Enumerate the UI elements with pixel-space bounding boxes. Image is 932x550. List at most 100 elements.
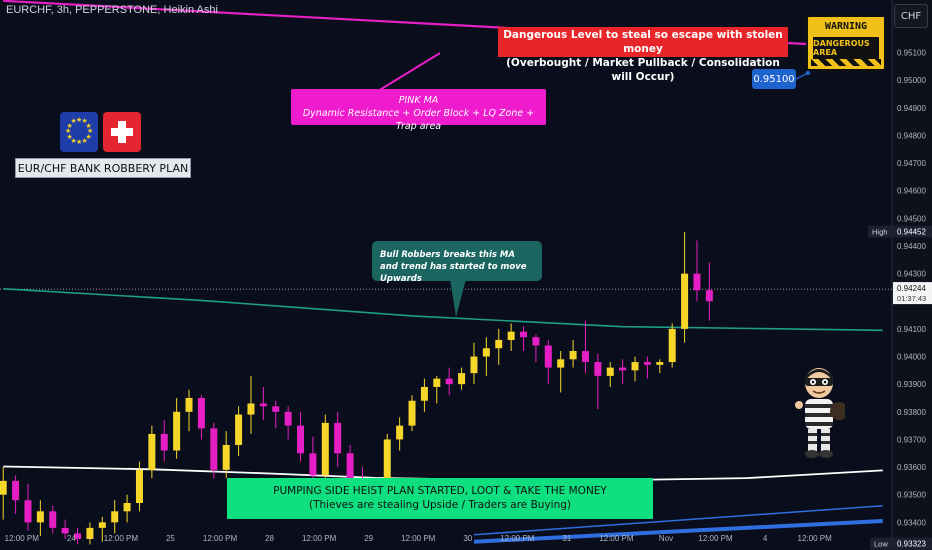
target-price-label: 0.95100 <box>752 69 796 89</box>
y-tick-label: 0.93800 <box>897 408 926 417</box>
candle-bull <box>396 417 404 451</box>
eu-star-icon: ★ <box>81 136 88 145</box>
candle-bear <box>594 353 602 410</box>
candle-bull <box>123 494 131 523</box>
candle-body <box>49 511 57 528</box>
candle-bear <box>284 406 292 440</box>
candle-body <box>135 469 143 504</box>
x-tick-label: 12:00 PM <box>698 534 733 543</box>
candle-bull <box>148 425 156 479</box>
candle-bull <box>86 522 94 545</box>
candle-bear <box>24 483 32 531</box>
y-tick-label: 0.94300 <box>897 270 926 279</box>
candle-bull <box>0 467 7 520</box>
warning-connector-dot <box>805 70 811 76</box>
candle-body <box>334 422 342 454</box>
candle-bull <box>668 323 676 368</box>
candle-body <box>557 359 565 368</box>
candle-bear <box>544 339 552 385</box>
candle-body <box>619 367 627 371</box>
x-tick-label: 12:00 PM <box>500 534 535 543</box>
eu-star-icon: ★ <box>85 121 92 130</box>
candle-body <box>681 273 689 329</box>
candle-bear <box>581 320 589 374</box>
candle-body <box>185 397 193 412</box>
candle-body <box>210 428 218 470</box>
candle-bear <box>643 356 651 379</box>
candle-body <box>693 273 701 291</box>
x-tick-label: 25 <box>166 534 175 543</box>
candle-body <box>297 425 305 454</box>
candle-bull <box>321 414 329 481</box>
candle-body <box>247 403 255 415</box>
candle-body <box>643 362 651 365</box>
candle-body <box>420 386 428 401</box>
candle-bear <box>272 400 280 429</box>
low-label: Low <box>874 540 888 549</box>
candle-body <box>396 425 404 440</box>
bull-note-line-1: Bull Robbers breaks this MA <box>380 250 515 260</box>
bull-robbers-callout: Bull Robbers breaks this MA and trend ha… <box>372 241 542 284</box>
candle-body <box>544 345 552 368</box>
candle-bull <box>569 339 577 368</box>
candle-body <box>656 362 664 365</box>
candle-bull <box>557 351 565 393</box>
candle-bear <box>619 359 627 385</box>
candle-bull <box>111 500 119 534</box>
candle-bull <box>420 378 428 412</box>
x-tick-label: 29 <box>364 534 373 543</box>
candle-bull <box>235 406 243 457</box>
candle-bull <box>681 232 689 343</box>
x-tick-label: Nov <box>659 534 673 543</box>
pink-ma-desc: Dynamic Resistance + Order Block + LQ Zo… <box>302 108 535 132</box>
candle-bear <box>210 422 218 479</box>
candle-body <box>668 328 676 363</box>
candle-bull <box>458 367 466 390</box>
candle-bear <box>74 527 82 545</box>
y-tick-label: 0.94000 <box>897 353 926 362</box>
low-value-tag <box>893 537 932 550</box>
candle-bull <box>507 323 515 352</box>
hazard-stripe <box>811 59 881 66</box>
heist-plan-callout: PUMPING SIDE HEIST PLAN STARTED, LOOT & … <box>227 478 653 519</box>
eu-star-icon: ★ <box>87 127 94 135</box>
candle-body <box>98 522 106 528</box>
low-value-label: 0.93323 <box>897 540 926 549</box>
candle-body <box>569 351 577 360</box>
candle-body <box>482 348 490 357</box>
flags-group: ★ ★ ★ ★ ★ ★ ★ ★ ★ ★ ★ ★ <box>60 112 141 156</box>
candle-bear <box>259 386 267 421</box>
candle-bear <box>445 367 453 396</box>
warning-title: WARNING <box>824 21 868 32</box>
current-price-tag <box>893 282 932 305</box>
currency-button[interactable]: CHF <box>894 4 928 28</box>
candle-body <box>284 411 292 426</box>
candle-body <box>173 411 181 451</box>
high-value-label: 0.94452 <box>897 228 926 237</box>
eu-star-icon: ★ <box>66 132 73 141</box>
candle-body <box>581 351 589 363</box>
x-tick-label: 31 <box>562 534 571 543</box>
eu-star-icon: ★ <box>70 117 77 126</box>
candle-bull <box>408 395 416 432</box>
candle-body <box>346 453 354 479</box>
countdown-label: 01:37:43 <box>897 294 926 303</box>
x-tick-label: 12:00 PM <box>599 534 634 543</box>
high-label: High <box>872 228 887 237</box>
candle-bull <box>482 337 490 376</box>
candle-body <box>594 362 602 376</box>
candle-body <box>0 480 7 495</box>
candle-bull <box>135 461 143 512</box>
x-tick-label: 24 <box>67 534 76 543</box>
candle-bull <box>433 375 441 404</box>
y-tick-label: 0.94800 <box>897 131 926 140</box>
candle-bull <box>185 389 193 432</box>
candle-bear <box>334 411 342 468</box>
candle-body <box>24 500 32 523</box>
y-tick-label: 0.95100 <box>897 49 926 58</box>
y-tick-label: 0.93400 <box>897 518 926 527</box>
candle-bull <box>98 516 106 542</box>
candle-body <box>458 373 466 385</box>
y-tick-label: 0.93900 <box>897 380 926 389</box>
x-tick-label: 30 <box>463 534 472 543</box>
